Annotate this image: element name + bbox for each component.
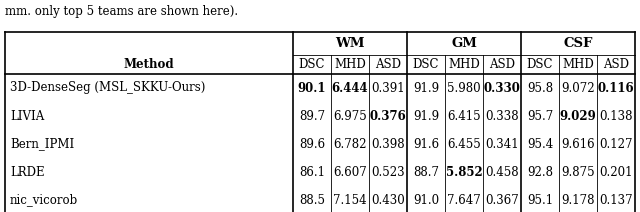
Text: 7.154: 7.154	[333, 194, 367, 206]
Text: mm. only top 5 teams are shown here).: mm. only top 5 teams are shown here).	[5, 6, 238, 18]
Text: 0.523: 0.523	[371, 166, 405, 179]
Text: 0.398: 0.398	[371, 138, 405, 151]
Text: ASD: ASD	[375, 58, 401, 71]
Text: ASD: ASD	[603, 58, 629, 71]
Text: DSC: DSC	[299, 58, 325, 71]
Text: 0.137: 0.137	[599, 194, 633, 206]
Text: 89.7: 89.7	[299, 110, 325, 123]
Text: 91.0: 91.0	[413, 194, 439, 206]
Text: 0.341: 0.341	[485, 138, 519, 151]
Text: Bern_IPMI: Bern_IPMI	[10, 138, 74, 151]
Text: 9.875: 9.875	[561, 166, 595, 179]
Text: 9.029: 9.029	[559, 110, 596, 123]
Text: GM: GM	[451, 37, 477, 50]
Text: 9.072: 9.072	[561, 81, 595, 95]
Text: 9.178: 9.178	[561, 194, 595, 206]
Text: MHD: MHD	[448, 58, 480, 71]
Text: 0.376: 0.376	[370, 110, 406, 123]
Text: 88.7: 88.7	[413, 166, 439, 179]
Text: 95.1: 95.1	[527, 194, 553, 206]
Text: 6.975: 6.975	[333, 110, 367, 123]
Text: 6.444: 6.444	[332, 81, 368, 95]
Text: 0.201: 0.201	[599, 166, 633, 179]
Text: 0.458: 0.458	[485, 166, 519, 179]
Text: 0.330: 0.330	[484, 81, 520, 95]
Text: 0.338: 0.338	[485, 110, 519, 123]
Text: 0.367: 0.367	[485, 194, 519, 206]
Text: 95.7: 95.7	[527, 110, 553, 123]
Text: ASD: ASD	[489, 58, 515, 71]
Text: 89.6: 89.6	[299, 138, 325, 151]
Text: Method: Method	[124, 58, 174, 71]
Text: 5.980: 5.980	[447, 81, 481, 95]
Text: 5.852: 5.852	[445, 166, 483, 179]
Text: 0.430: 0.430	[371, 194, 405, 206]
Text: MHD: MHD	[334, 58, 366, 71]
Text: nic_vicorob: nic_vicorob	[10, 194, 78, 206]
Text: 90.1: 90.1	[298, 81, 326, 95]
Text: 95.4: 95.4	[527, 138, 553, 151]
Text: WM: WM	[335, 37, 365, 50]
Text: DSC: DSC	[527, 58, 553, 71]
Text: DSC: DSC	[413, 58, 439, 71]
Text: 6.415: 6.415	[447, 110, 481, 123]
Text: CSF: CSF	[563, 37, 593, 50]
Text: 0.138: 0.138	[599, 110, 633, 123]
Text: 86.1: 86.1	[299, 166, 325, 179]
Text: 0.116: 0.116	[598, 81, 634, 95]
Text: LIVIA: LIVIA	[10, 110, 44, 123]
Text: 6.782: 6.782	[333, 138, 367, 151]
Text: 95.8: 95.8	[527, 81, 553, 95]
Text: 9.616: 9.616	[561, 138, 595, 151]
Text: 6.455: 6.455	[447, 138, 481, 151]
Text: 7.647: 7.647	[447, 194, 481, 206]
Text: 0.127: 0.127	[599, 138, 633, 151]
Text: 91.9: 91.9	[413, 81, 439, 95]
Text: MHD: MHD	[562, 58, 594, 71]
Text: 6.607: 6.607	[333, 166, 367, 179]
Text: 0.391: 0.391	[371, 81, 405, 95]
Text: 92.8: 92.8	[527, 166, 553, 179]
Text: 88.5: 88.5	[299, 194, 325, 206]
Text: 3D-DenseSeg (MSL_SKKU-Ours): 3D-DenseSeg (MSL_SKKU-Ours)	[10, 81, 205, 95]
Text: 91.9: 91.9	[413, 110, 439, 123]
Text: 91.6: 91.6	[413, 138, 439, 151]
Text: LRDE: LRDE	[10, 166, 45, 179]
